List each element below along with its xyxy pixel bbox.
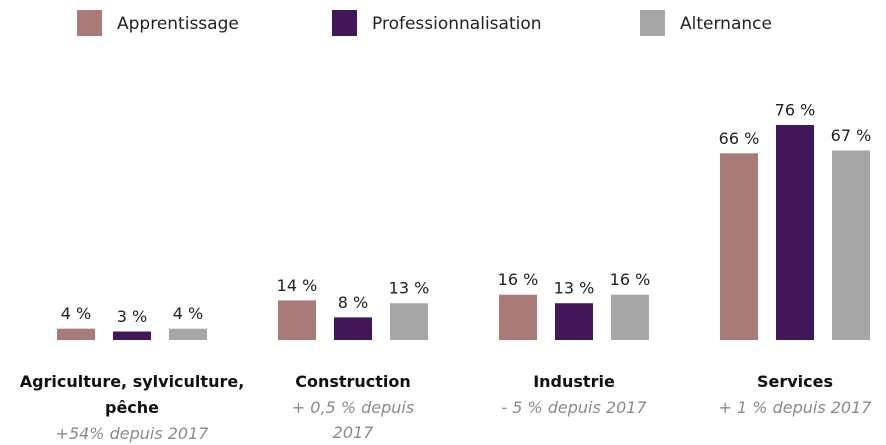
data-label: 16 % <box>498 270 539 289</box>
bar <box>390 303 428 340</box>
bar <box>555 303 593 340</box>
bar <box>57 328 95 340</box>
category-annotation: - 5 % depuis 2017 <box>501 398 647 417</box>
data-label: 4 % <box>61 304 91 323</box>
category-annotation: + 1 % depuis 2017 <box>718 398 872 417</box>
data-label: 67 % <box>831 126 872 145</box>
bar <box>832 150 870 340</box>
bar <box>278 300 316 340</box>
data-label: 13 % <box>389 279 430 298</box>
data-label: 3 % <box>117 307 147 326</box>
category-annotation: +54% depuis 2017 <box>55 424 209 443</box>
category-label: Services <box>756 372 834 391</box>
data-label: 13 % <box>554 279 595 298</box>
bar <box>611 294 649 340</box>
category-label: Industrie <box>533 372 615 391</box>
bar <box>499 294 537 340</box>
data-label: 8 % <box>338 293 368 312</box>
category-label: Construction <box>295 372 411 391</box>
data-label: 16 % <box>610 270 651 289</box>
legend-label: Professionnalisation <box>372 14 542 34</box>
data-label: 76 % <box>775 101 816 120</box>
legend-label: Alternance <box>680 14 772 34</box>
legend-swatch <box>77 10 102 36</box>
legend-swatch <box>640 10 665 36</box>
legend-swatch <box>332 10 357 36</box>
legend-label: Apprentissage <box>117 14 239 34</box>
data-label: 4 % <box>173 304 203 323</box>
bar <box>113 331 151 340</box>
category-annotation: + 0,5 % depuis 2017 <box>291 398 415 442</box>
data-label: 14 % <box>277 276 318 295</box>
category-label: Agriculture, sylviculture, pêche <box>19 372 245 417</box>
bar <box>334 317 372 340</box>
bar <box>776 125 814 340</box>
data-label: 66 % <box>719 129 760 148</box>
bar <box>720 153 758 340</box>
bar <box>169 328 207 340</box>
